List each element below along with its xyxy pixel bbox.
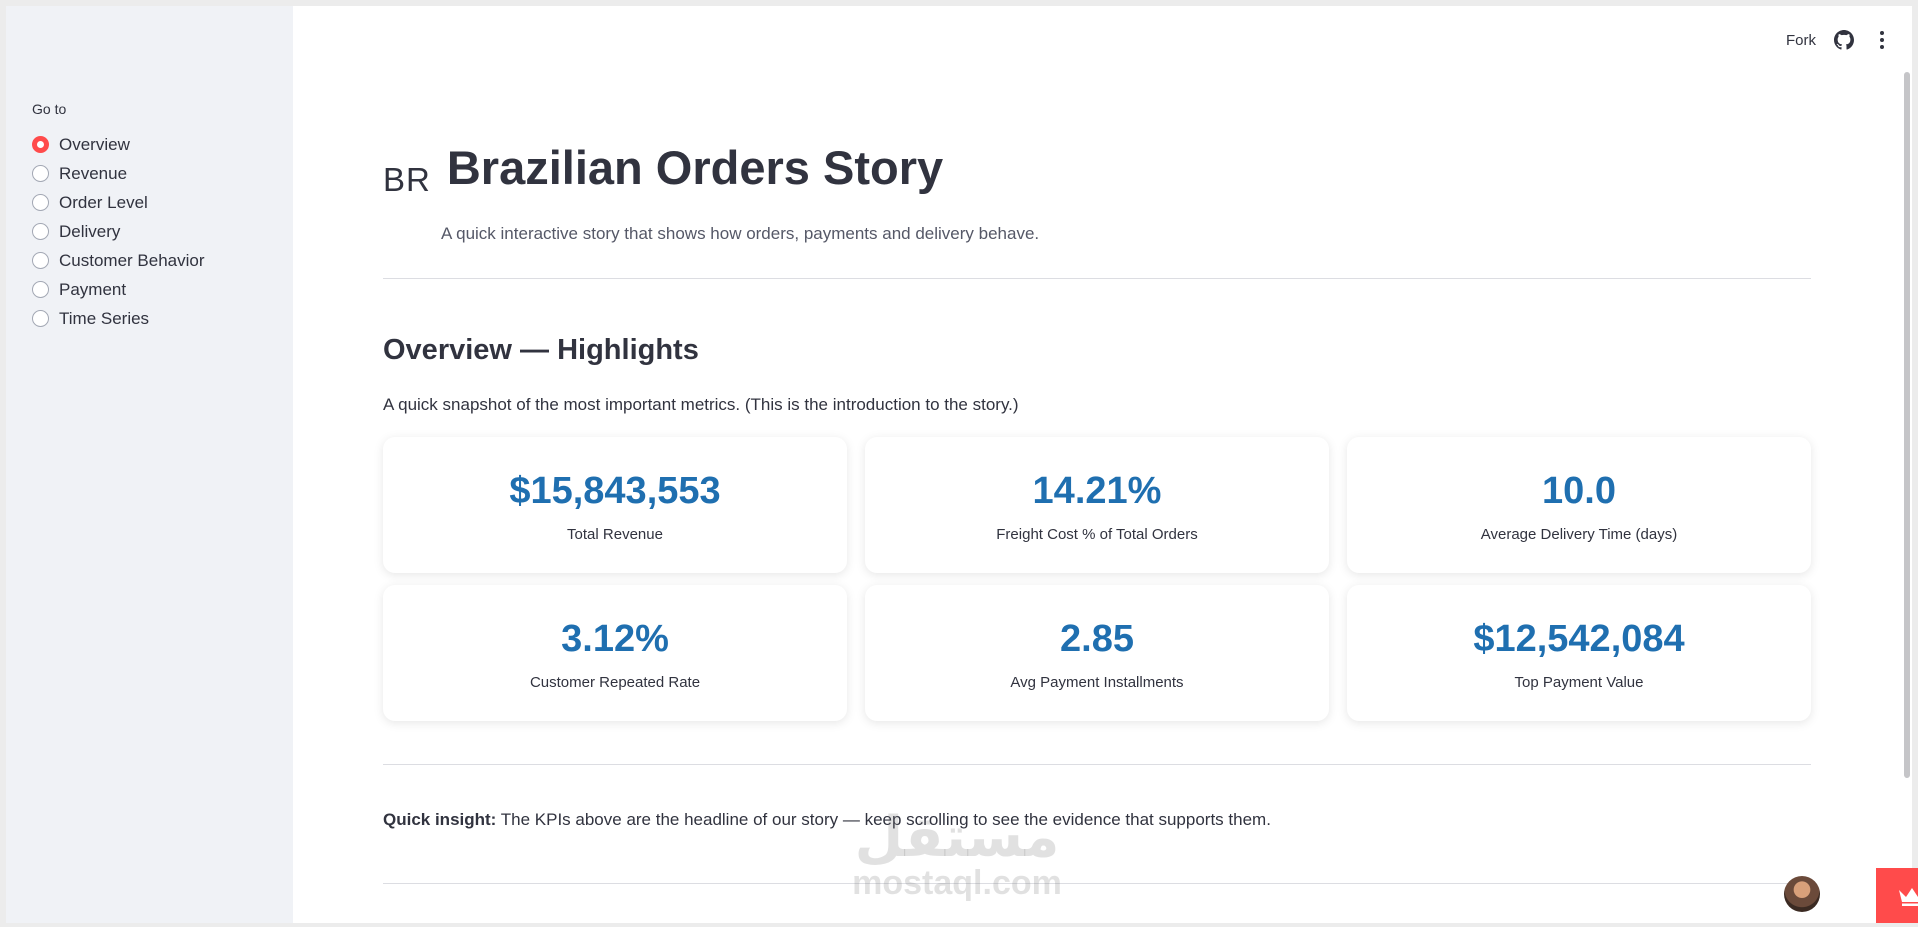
radio-icon[interactable] xyxy=(32,310,49,327)
radio-icon[interactable] xyxy=(32,165,49,182)
kpi-value: 10.0 xyxy=(1542,469,1616,512)
kpi-label: Total Revenue xyxy=(567,525,663,543)
kpi-value: 14.21% xyxy=(1032,469,1162,512)
watermark-url: mostaql.com xyxy=(852,864,1062,902)
kpi-label: Freight Cost % of Total Orders xyxy=(996,525,1198,543)
kpi-card-avg-delivery-time: 10.0 Average Delivery Time (days) xyxy=(1347,437,1811,573)
github-icon[interactable] xyxy=(1834,30,1854,50)
divider xyxy=(383,278,1811,279)
nav-item-label: Overview xyxy=(59,134,130,154)
flag-text: BR xyxy=(383,161,431,198)
watermark-logo: مستقل mostaql.com xyxy=(842,805,1072,902)
nav-item-revenue[interactable]: Revenue xyxy=(32,159,205,188)
insight-label: Quick insight: xyxy=(383,810,497,829)
kpi-value: 2.85 xyxy=(1060,617,1134,660)
sidebar: Go to Overview Revenue Order Level Deliv… xyxy=(6,6,293,923)
nav-item-delivery[interactable]: Delivery xyxy=(32,217,205,246)
quick-insight: Quick insight: The KPIs above are the he… xyxy=(383,810,1271,830)
kpi-card-top-payment-value: $12,542,084 Top Payment Value xyxy=(1347,585,1811,721)
nav-item-label: Payment xyxy=(59,279,127,299)
radio-icon[interactable] xyxy=(32,194,49,211)
radio-selected-icon[interactable] xyxy=(32,136,49,153)
section-description: A quick snapshot of the most important m… xyxy=(383,395,1019,414)
divider xyxy=(383,883,1811,884)
kpi-label: Average Delivery Time (days) xyxy=(1480,525,1678,543)
radio-icon[interactable] xyxy=(32,223,49,240)
nav-item-label: Customer Behavior xyxy=(59,250,205,270)
nav-item-customer-behavior[interactable]: Customer Behavior xyxy=(32,246,205,275)
nav-item-label: Revenue xyxy=(59,163,128,183)
nav-item-order-level[interactable]: Order Level xyxy=(32,188,205,217)
main-content: Fork BR Brazilian Orders Story A quick i… xyxy=(293,6,1912,923)
nav-item-label: Order Level xyxy=(59,192,148,212)
kpi-value: $12,542,084 xyxy=(1473,617,1685,660)
nav-item-time-series[interactable]: Time Series xyxy=(32,304,205,333)
divider xyxy=(383,764,1811,765)
kpi-label: Customer Repeated Rate xyxy=(529,673,701,691)
nav-item-label: Time Series xyxy=(59,308,150,328)
nav-item-label: Delivery xyxy=(59,221,121,241)
section-title: Overview — Highlights xyxy=(383,334,699,366)
kpi-value: $15,843,553 xyxy=(509,469,721,512)
nav-item-payment[interactable]: Payment xyxy=(32,275,205,304)
page-subtitle: A quick interactive story that shows how… xyxy=(441,224,1040,243)
nav-radio-group: Overview Revenue Order Level Delivery Cu… xyxy=(32,130,205,333)
crown-button[interactable] xyxy=(1876,868,1918,923)
more-vertical-icon[interactable] xyxy=(1872,30,1892,50)
kpi-label: Top Payment Value xyxy=(1514,673,1644,691)
fork-button[interactable]: Fork xyxy=(1786,31,1816,49)
kpi-card-freight-cost: 14.21% Freight Cost % of Total Orders xyxy=(865,437,1329,573)
kpi-card-avg-payment-installments: 2.85 Avg Payment Installments xyxy=(865,585,1329,721)
kpi-card-customer-repeated-rate: 3.12% Customer Repeated Rate xyxy=(383,585,847,721)
kpi-label: Avg Payment Installments xyxy=(1010,673,1184,691)
nav-heading: Go to xyxy=(32,101,67,117)
kpi-card-total-revenue: $15,843,553 Total Revenue xyxy=(383,437,847,573)
insight-text: The KPIs above are the headline of our s… xyxy=(496,810,1271,829)
title-row: BR Brazilian Orders Story xyxy=(383,140,944,198)
page-title: Brazilian Orders Story xyxy=(446,141,944,194)
radio-icon[interactable] xyxy=(32,252,49,269)
top-toolbar: Fork xyxy=(1786,30,1892,50)
crown-icon xyxy=(1899,887,1918,906)
avatar[interactable] xyxy=(1784,876,1820,912)
watermark-arabic: مستقل xyxy=(854,805,1060,870)
kpi-value: 3.12% xyxy=(561,617,669,660)
scrollbar[interactable] xyxy=(1904,72,1910,778)
radio-icon[interactable] xyxy=(32,281,49,298)
kpi-grid: $15,843,553 Total Revenue 14.21% Freight… xyxy=(383,437,1811,721)
nav-item-overview[interactable]: Overview xyxy=(32,130,205,159)
